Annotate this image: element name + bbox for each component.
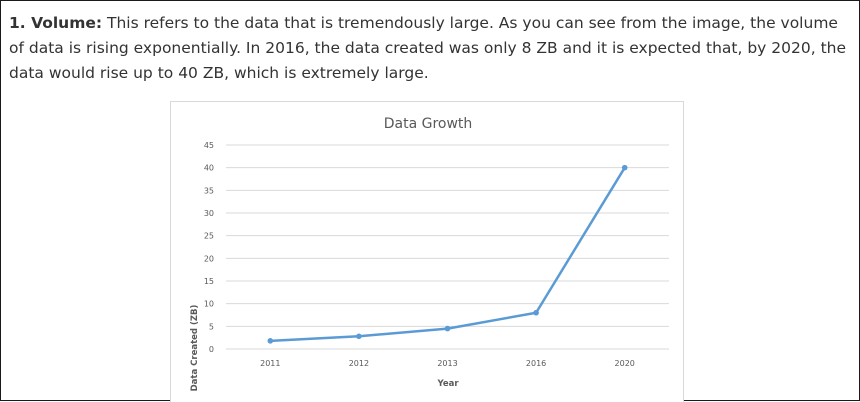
data-point-2016 — [533, 309, 539, 316]
x-tick-2016: 2016 — [526, 359, 546, 368]
chart-title: Data Growth — [384, 116, 473, 132]
y-tick-30: 30 — [204, 209, 214, 218]
paragraph-lead: 1. Volume: — [9, 14, 103, 32]
data-point-2013 — [444, 325, 451, 332]
y-tick-35: 35 — [204, 186, 214, 195]
x-tick-2013: 2013 — [437, 359, 457, 368]
y-axis-title: Data Created (ZB) — [190, 305, 200, 392]
y-tick-15: 15 — [204, 277, 214, 286]
data-growth-chart: Data Growth 0 5 10 15 20 25 30 35 40 45 2011 2012 2… — [170, 101, 684, 402]
y-tick-40: 40 — [204, 164, 214, 173]
data-point-2011 — [267, 338, 274, 344]
y-tick-20: 20 — [204, 254, 214, 263]
x-tick-2012: 2012 — [349, 359, 369, 368]
x-axis-title: Year — [436, 379, 459, 389]
data-point-2012 — [356, 333, 362, 340]
x-tick-2011: 2011 — [260, 359, 280, 368]
y-tick-45: 45 — [204, 141, 214, 150]
y-tick-25: 25 — [204, 232, 214, 241]
y-tick-0: 0 — [209, 345, 214, 354]
series-line-0 — [269, 166, 626, 343]
volume-paragraph: 1. Volume: This refers to the data that … — [9, 11, 851, 86]
y-tick-10: 10 — [204, 300, 214, 309]
data-point-2020 — [621, 164, 628, 171]
x-tick-labels: 2011 2012 2013 2016 2020 — [260, 359, 635, 368]
y-tick-labels: 0 5 10 15 20 25 30 35 40 45 — [204, 141, 214, 354]
x-tick-2020: 2020 — [615, 359, 635, 368]
paragraph-body: This refers to the data that is tremendo… — [9, 14, 846, 82]
chart-gridlines — [226, 144, 669, 350]
chart-series — [267, 164, 628, 344]
y-tick-5: 5 — [209, 322, 214, 331]
